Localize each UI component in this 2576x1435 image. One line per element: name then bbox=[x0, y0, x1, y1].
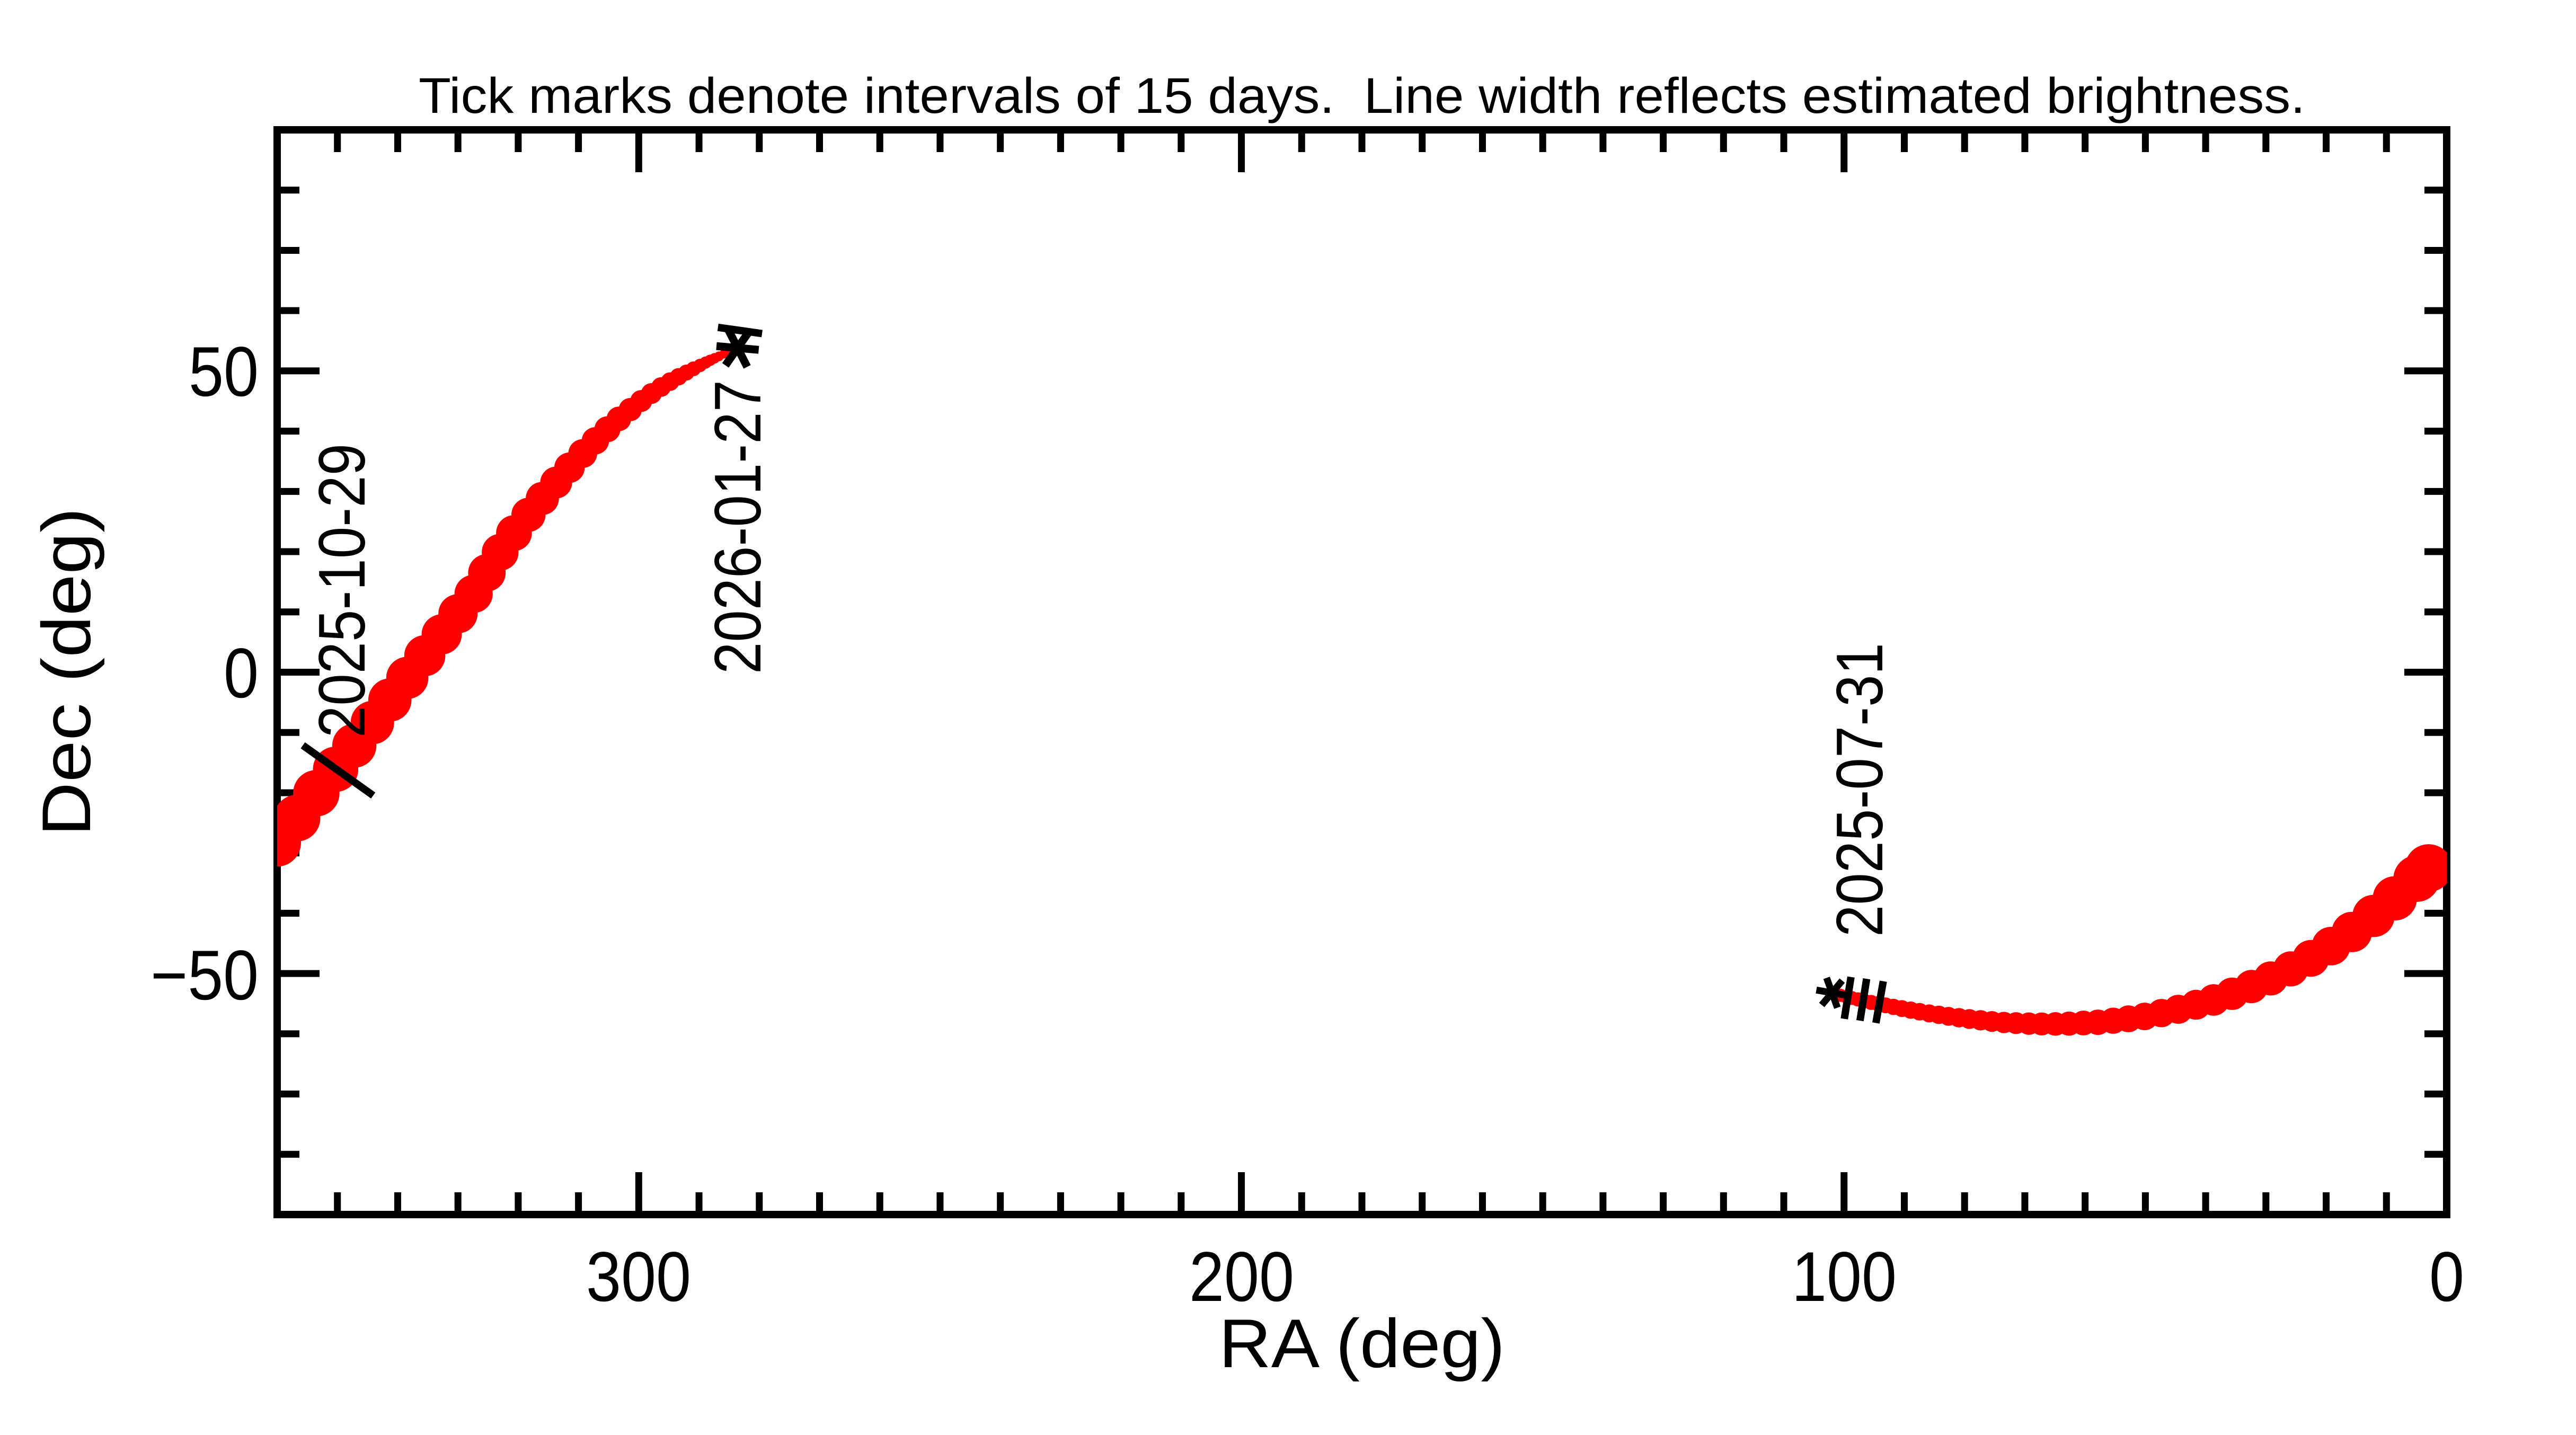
comet-trajectory bbox=[277, 345, 2447, 1036]
y-tick-label-50: 50 bbox=[189, 333, 259, 411]
x-tick-label-300: 300 bbox=[586, 1238, 691, 1316]
x-axis-title: RA (deg) bbox=[1219, 1305, 1505, 1382]
time-tick-marks bbox=[300, 323, 1887, 1024]
plot-frame bbox=[273, 126, 2450, 1218]
y-axis-tick-labels: 50 0 −50 bbox=[151, 333, 259, 1015]
time-tick-15day bbox=[1856, 978, 1871, 1022]
time-tick-15day bbox=[717, 323, 763, 338]
axis-ticks bbox=[277, 130, 2447, 1215]
time-tick-15day bbox=[1840, 976, 1855, 1020]
trajectory-segment-pre-perihelion-southern-arc bbox=[1828, 844, 2447, 1036]
chart-title: Tick marks denote intervals of 15 days. … bbox=[419, 68, 2305, 124]
date-label-2025-10-29: 2025-10-29 bbox=[306, 444, 379, 738]
x-tick-label-200: 200 bbox=[1189, 1238, 1294, 1316]
x-tick-label-0: 0 bbox=[2429, 1238, 2464, 1316]
time-tick-15day bbox=[1872, 980, 1887, 1024]
trajectory-end-2026-01-27-asterisk-marker bbox=[716, 327, 759, 369]
date-annotations: 2025-10-29 2026-01-27 2025-07-31 bbox=[306, 380, 1897, 937]
y-tick-label-minus50: −50 bbox=[151, 936, 259, 1015]
trajectory-segment-post-perihelion-northern-arc bbox=[277, 345, 739, 867]
trajectory-start-2025-07-31-asterisk-marker bbox=[1816, 977, 1848, 1009]
time-tick-15day bbox=[300, 742, 376, 799]
date-label-2025-07-31: 2025-07-31 bbox=[1823, 643, 1897, 937]
y-axis-title: Dec (deg) bbox=[28, 508, 105, 836]
x-tick-label-100: 100 bbox=[1792, 1238, 1897, 1316]
x-axis-tick-labels: 300 200 100 0 bbox=[586, 1238, 2464, 1316]
trajectory-end-markers bbox=[716, 327, 1848, 1009]
date-label-2026-01-27: 2026-01-27 bbox=[702, 380, 775, 674]
y-tick-label-0: 0 bbox=[224, 634, 259, 713]
